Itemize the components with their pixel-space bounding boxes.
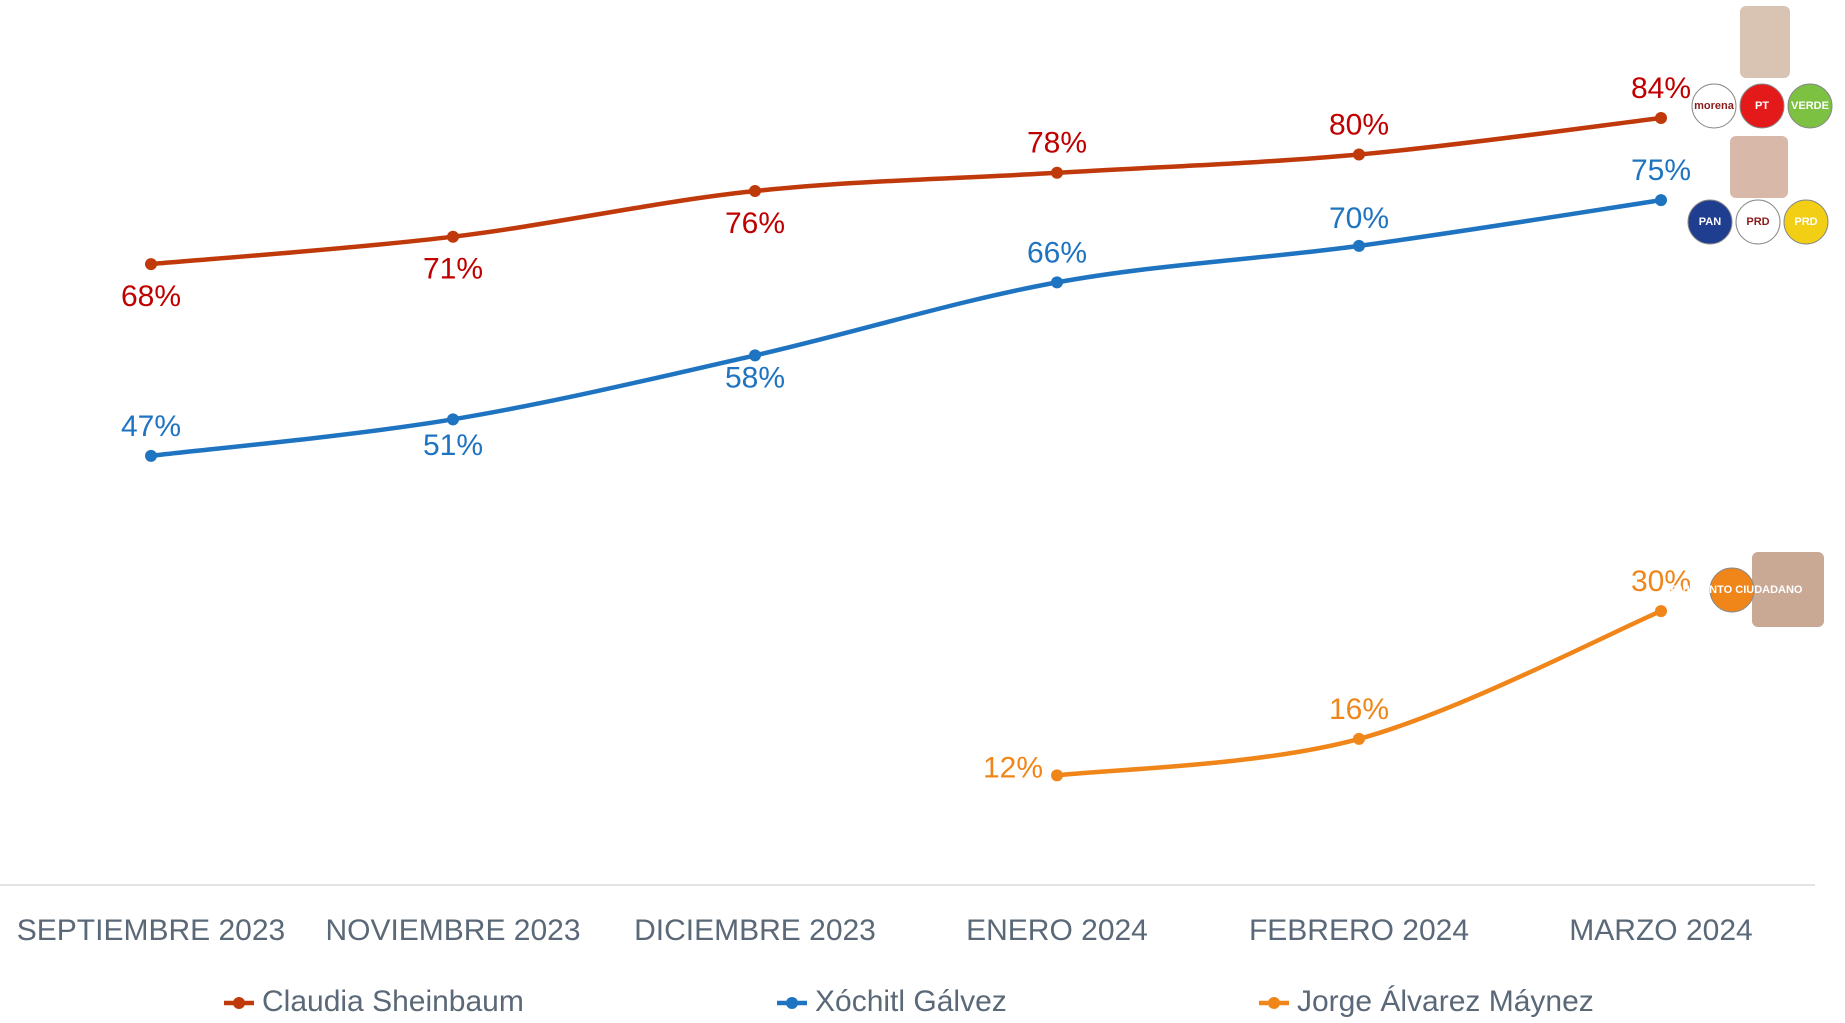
data-label: 76% bbox=[725, 207, 785, 240]
data-label: 30% bbox=[1631, 565, 1691, 598]
x-tick-label: NOVIEMBRE 2023 bbox=[325, 914, 580, 947]
candidate-photo bbox=[1752, 552, 1824, 627]
data-label: 78% bbox=[1027, 127, 1087, 160]
party-logo-text: VERDE bbox=[1791, 100, 1829, 112]
x-tick-label: MARZO 2024 bbox=[1569, 914, 1752, 947]
party-logo bbox=[1787, 83, 1833, 129]
data-label: 47% bbox=[121, 410, 181, 443]
data-point bbox=[749, 185, 761, 198]
data-label: 12% bbox=[983, 751, 1043, 784]
x-tick-label: DICIEMBRE 2023 bbox=[634, 914, 876, 947]
data-label: 66% bbox=[1027, 236, 1087, 269]
legend-dot bbox=[1268, 997, 1280, 1009]
party-logo-text: PT bbox=[1755, 100, 1769, 112]
legend-label: Xóchitl Gálvez bbox=[815, 985, 1007, 1018]
party-logo bbox=[1735, 199, 1781, 245]
data-point bbox=[1353, 148, 1365, 161]
party-logo-text: morena bbox=[1694, 100, 1735, 112]
party-logo bbox=[1739, 83, 1785, 129]
data-point bbox=[145, 258, 157, 271]
data-point bbox=[1051, 769, 1063, 782]
series-line bbox=[150, 197, 1662, 459]
data-point bbox=[1353, 732, 1365, 745]
party-logo bbox=[1783, 199, 1829, 245]
data-label: 51% bbox=[423, 429, 483, 462]
party-logo-text: PRD bbox=[1746, 216, 1769, 228]
x-tick-label: SEPTIEMBRE 2023 bbox=[17, 914, 285, 947]
data-label: 75% bbox=[1631, 154, 1691, 187]
candidate-photo bbox=[1730, 136, 1788, 198]
series-line bbox=[150, 115, 1662, 267]
x-tick-label: FEBRERO 2024 bbox=[1249, 914, 1469, 947]
x-tick-label: ENERO 2024 bbox=[966, 914, 1148, 947]
candidate-photo bbox=[1740, 6, 1790, 78]
data-point bbox=[1051, 166, 1063, 179]
party-logo bbox=[1709, 567, 1755, 613]
data-point bbox=[145, 449, 157, 462]
data-label: 68% bbox=[121, 280, 181, 313]
data-point bbox=[447, 413, 459, 426]
party-logo bbox=[1687, 199, 1733, 245]
data-point bbox=[749, 349, 761, 362]
data-label: 70% bbox=[1329, 202, 1389, 235]
data-label: 80% bbox=[1329, 108, 1389, 141]
data-point bbox=[1655, 112, 1667, 124]
party-logo-text: PRD bbox=[1794, 216, 1817, 228]
data-point bbox=[1655, 605, 1667, 618]
data-point bbox=[1655, 194, 1667, 207]
data-label: 16% bbox=[1329, 693, 1389, 726]
data-point bbox=[447, 230, 459, 243]
party-logo-text: MOVIMIENTO CIUDADANO bbox=[1662, 584, 1803, 596]
party-logo-text: PAN bbox=[1699, 216, 1721, 228]
party-logo bbox=[1691, 83, 1737, 129]
data-label: 58% bbox=[725, 361, 785, 394]
data-label: 71% bbox=[423, 253, 483, 286]
data-point bbox=[1051, 276, 1063, 289]
data-label: 84% bbox=[1631, 72, 1691, 105]
data-point bbox=[1353, 239, 1365, 252]
legend-label: Claudia Sheinbaum bbox=[262, 985, 524, 1018]
legend-dot bbox=[233, 997, 245, 1009]
legend-dot bbox=[786, 997, 798, 1009]
legend-label: Jorge Álvarez Máynez bbox=[1297, 985, 1594, 1018]
